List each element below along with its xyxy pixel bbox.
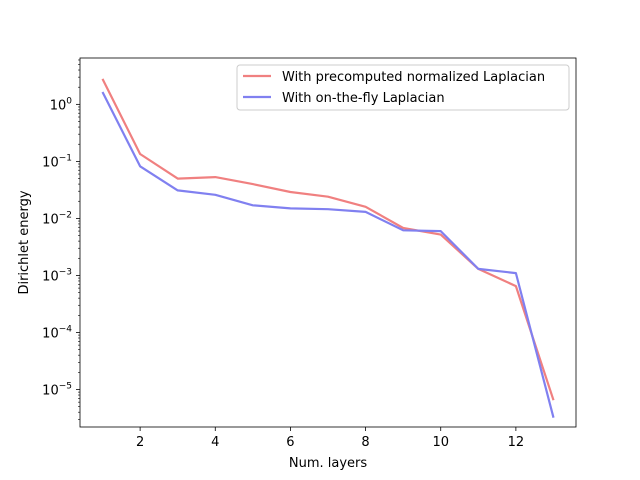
y-tick-label: 10−3 xyxy=(42,267,72,284)
plot-frame xyxy=(79,57,577,428)
legend-entry-2: With on-the-fly Laplacian xyxy=(282,91,445,106)
x-tick-label: 4 xyxy=(211,435,219,450)
y-tick-label: 10−4 xyxy=(42,324,72,341)
y-tick-label: 10−1 xyxy=(42,153,72,170)
x-tick-label: 12 xyxy=(508,435,525,450)
series-layer xyxy=(101,78,555,418)
legend-entry-1: With precomputed normalized Laplacian xyxy=(282,70,545,85)
legend: With precomputed normalized Laplacian Wit… xyxy=(236,64,570,111)
y-axis: 10−5 10−4 10−3 10−2 10−1 100 xyxy=(42,59,80,420)
x-axis-label: Num. layers xyxy=(289,456,368,471)
x-tick-label: 8 xyxy=(361,435,369,450)
x-tick-label: 6 xyxy=(286,435,294,450)
x-axis: 2 4 6 8 10 12 xyxy=(136,427,524,450)
y-tick-label: 10−2 xyxy=(42,210,72,227)
y-tick-label: 100 xyxy=(50,96,73,113)
legend-box xyxy=(236,64,570,111)
x-tick-label: 10 xyxy=(432,435,449,450)
x-tick-label: 2 xyxy=(136,435,144,450)
y-tick-label: 10−5 xyxy=(42,381,72,398)
y-axis-label: Dirichlet energy xyxy=(17,190,32,294)
series-line-2 xyxy=(101,91,555,418)
